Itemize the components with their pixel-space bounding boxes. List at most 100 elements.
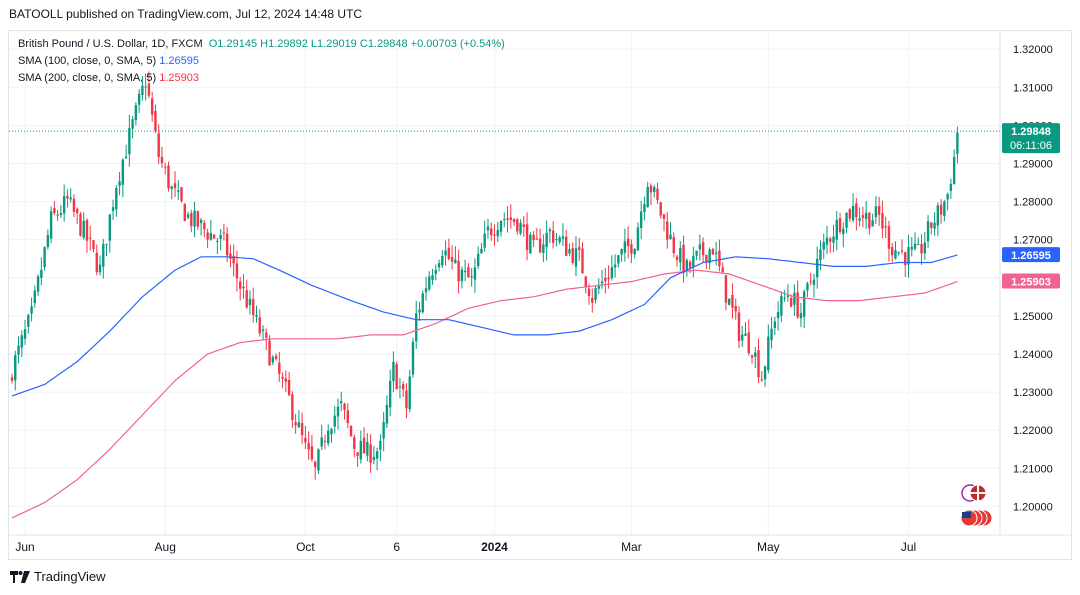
candle-body — [23, 329, 27, 339]
candle-body — [529, 234, 532, 254]
publisher-header: BATOOLL published on TradingView.com, Ju… — [9, 7, 363, 21]
candle-body — [943, 201, 946, 216]
candle-body — [793, 293, 796, 305]
x-tick-label: Jun — [15, 540, 34, 554]
candle-body — [424, 288, 428, 293]
candle-body — [183, 204, 186, 222]
candle-body — [705, 254, 708, 263]
candle-body — [274, 355, 278, 360]
candle-body — [278, 362, 281, 374]
candle-body — [450, 257, 454, 262]
candle-body — [900, 250, 904, 252]
candle-body — [323, 440, 327, 442]
candle-body — [574, 248, 578, 267]
sma200-line — [11, 269, 958, 519]
candle-body — [457, 260, 460, 282]
candle-body — [173, 183, 177, 189]
low-value: L1.29019 — [310, 38, 357, 50]
candle-body — [180, 187, 183, 202]
candle-body — [353, 437, 356, 449]
x-tick-label: 2024 — [481, 540, 508, 554]
candle-body — [362, 437, 366, 454]
candle-body — [636, 227, 640, 251]
candle-body — [66, 195, 69, 199]
candle-body — [956, 132, 959, 154]
candle-body — [167, 165, 170, 189]
candle-body — [261, 329, 265, 332]
candle-body — [711, 249, 715, 255]
candle-body — [411, 341, 415, 375]
candle-body — [561, 236, 565, 239]
candle-body — [346, 410, 349, 424]
candle-body — [939, 204, 943, 215]
candle-body — [607, 277, 610, 280]
candle-body — [604, 277, 607, 282]
candle-body — [121, 159, 125, 185]
candle-body — [62, 196, 66, 214]
candle-body — [812, 279, 816, 285]
legend-sma200-row: SMA (200, close, 0, SMA, 5) 1.25903 — [18, 70, 505, 87]
candle-body — [952, 156, 956, 185]
candle-body — [212, 234, 216, 239]
candle-body — [431, 275, 434, 280]
candle-body — [731, 294, 734, 308]
candle-body — [835, 219, 838, 240]
candle-body — [17, 345, 20, 355]
candle-body — [698, 244, 702, 250]
sma100-tag-label: 1.26595 — [1011, 250, 1051, 262]
candle-body — [10, 377, 14, 381]
candle-body — [196, 211, 200, 227]
candle-body — [235, 263, 239, 279]
change-value: +0.00703 (+0.54%) — [410, 38, 505, 50]
candle-body — [887, 226, 891, 249]
candle-body — [871, 220, 874, 227]
sma200-tag-bg — [1002, 273, 1060, 289]
candle-body — [754, 352, 757, 357]
candle-body — [760, 379, 763, 381]
footer-brand: TradingView — [34, 569, 106, 584]
candle-body — [946, 193, 949, 200]
candle-body — [724, 275, 728, 303]
candle-body — [108, 214, 111, 241]
candle-body — [147, 83, 151, 96]
candle-body — [503, 219, 506, 221]
last-price-tag-countdown: 06:11:06 — [1010, 140, 1052, 152]
candle-body — [933, 222, 936, 229]
candle-body — [639, 211, 643, 229]
candle-body — [369, 444, 372, 463]
candle-body — [874, 206, 878, 218]
candle-body — [832, 236, 835, 243]
candle-body — [203, 222, 206, 230]
candle-body — [317, 449, 320, 471]
candle-body — [291, 394, 294, 421]
candle-body — [551, 230, 555, 243]
y-tick-label: 1.25000 — [1013, 311, 1053, 323]
candle-body — [340, 401, 343, 404]
candle-body — [46, 235, 50, 248]
candle-body — [493, 234, 496, 236]
candle-body — [685, 260, 689, 272]
candle-body — [718, 250, 721, 267]
candle-body — [913, 243, 917, 249]
candle-body — [581, 248, 584, 274]
legend-sma100-row: SMA (100, close, 0, SMA, 5) 1.26595 — [18, 53, 505, 70]
candle-body — [747, 332, 750, 354]
candle-body — [111, 207, 115, 211]
candle-body — [105, 243, 108, 245]
sma100-tag-bg — [1002, 247, 1060, 263]
candle-body — [408, 376, 411, 410]
candle-body — [131, 119, 134, 129]
candle-body — [525, 224, 529, 251]
candle-body — [209, 233, 213, 240]
x-tick-label: Aug — [155, 540, 176, 554]
candle-body — [829, 238, 832, 242]
candle-body — [613, 264, 617, 268]
candle-body — [95, 252, 98, 273]
candle-body — [679, 247, 682, 263]
candle-body — [884, 226, 887, 228]
candle-body — [662, 214, 666, 219]
candle-body — [157, 133, 160, 158]
candle-body — [170, 186, 173, 189]
candle-body — [806, 283, 809, 291]
candle-body — [232, 255, 235, 264]
